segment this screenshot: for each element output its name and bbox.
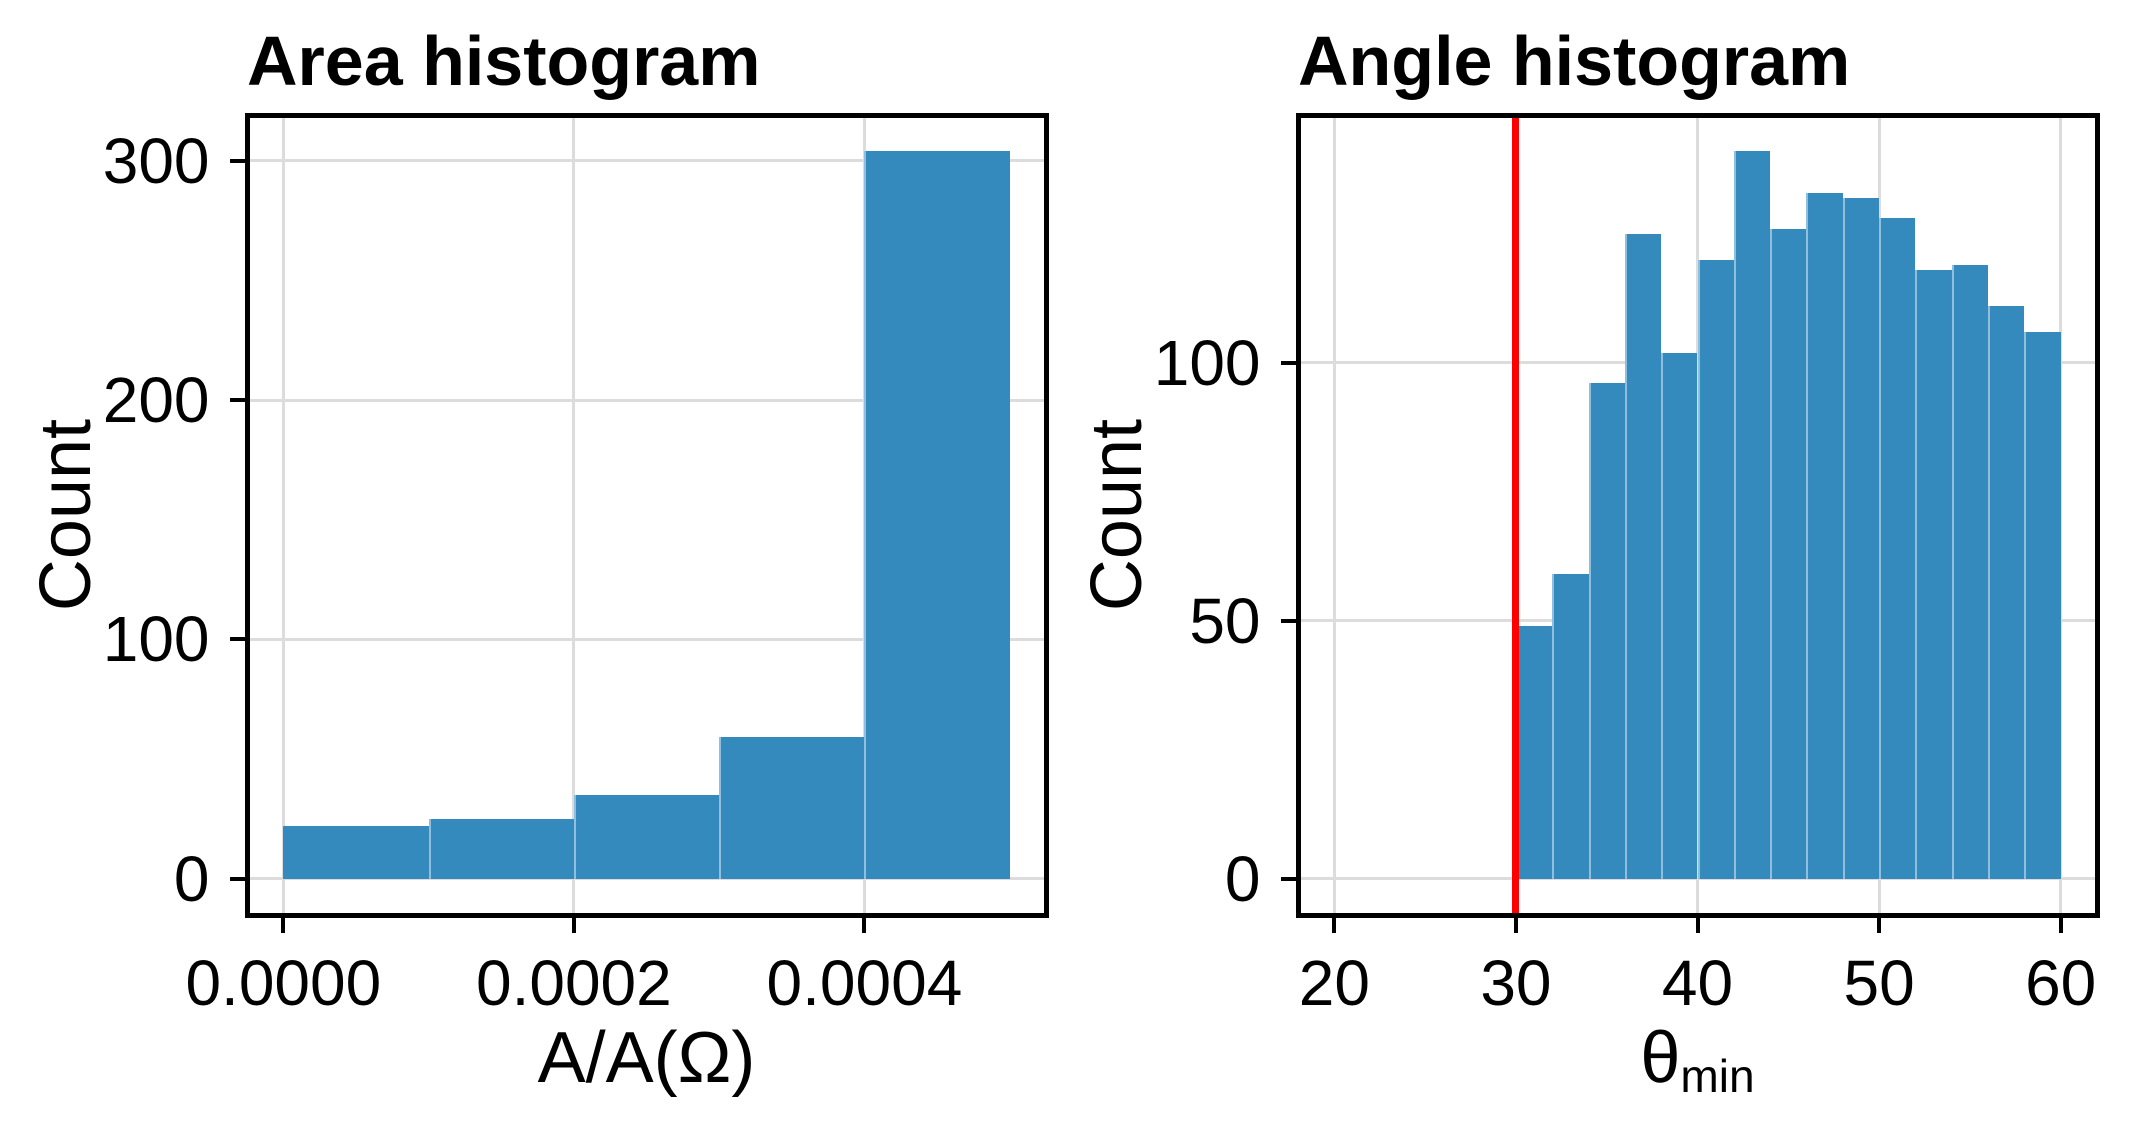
theta-symbol: θ bbox=[1640, 1018, 1681, 1098]
x-tick-label: 20 bbox=[1298, 946, 1370, 1019]
axis-spine-right bbox=[2094, 112, 2100, 918]
grid-line-vertical bbox=[2059, 115, 2063, 915]
x-tick-label: 0.0002 bbox=[475, 946, 672, 1019]
y-tick-label: 200 bbox=[102, 364, 210, 437]
x-tick-mark bbox=[862, 917, 867, 933]
y-tick-mark bbox=[229, 398, 245, 403]
histogram-bar bbox=[1661, 352, 1698, 879]
y-tick-label: 300 bbox=[102, 124, 210, 197]
histogram-bar bbox=[428, 818, 574, 879]
histogram-bar bbox=[573, 794, 720, 879]
grid-line-vertical bbox=[1332, 115, 1336, 915]
histogram-bar bbox=[1588, 383, 1625, 879]
histogram-bar bbox=[1770, 228, 1807, 879]
y-tick-label: 0 bbox=[1224, 842, 1261, 915]
histogram-bar bbox=[1697, 259, 1734, 879]
grid-line-horizontal bbox=[247, 877, 1046, 881]
angle-y-axis-label: Count bbox=[1077, 418, 1157, 612]
histogram-bar bbox=[283, 826, 429, 879]
angle-x-axis-label-subscript: min bbox=[1680, 1050, 1755, 1103]
grid-line-horizontal bbox=[247, 398, 1046, 402]
y-tick-mark bbox=[1280, 360, 1296, 365]
x-tick-mark bbox=[1332, 917, 1337, 933]
area-y-axis-label: Count bbox=[26, 418, 106, 612]
axis-spine-right bbox=[1043, 112, 1049, 918]
x-tick-mark bbox=[2058, 917, 2063, 933]
histogram-bar bbox=[1842, 197, 1880, 879]
axis-spine-bottom bbox=[1295, 912, 2100, 918]
histogram-bar bbox=[1515, 625, 1553, 879]
angle-x-axis-label: θmin bbox=[1298, 1022, 2097, 1099]
x-tick-label: 0.0000 bbox=[185, 946, 382, 1019]
x-tick-mark bbox=[1513, 917, 1518, 933]
x-tick-mark bbox=[1695, 917, 1700, 933]
x-tick-mark bbox=[1877, 917, 1882, 933]
axis-spine-bottom bbox=[244, 912, 1049, 918]
y-tick-mark bbox=[229, 637, 245, 642]
x-tick-label: 40 bbox=[1661, 946, 1734, 1019]
histogram-bar bbox=[1915, 269, 1952, 879]
area-x-axis-label-text: A/A(Ω) bbox=[537, 1018, 756, 1098]
y-tick-label: 50 bbox=[1189, 584, 1261, 657]
axis-spine-left bbox=[244, 112, 250, 918]
x-tick-mark bbox=[571, 917, 576, 933]
histogram-bar bbox=[1552, 574, 1589, 879]
grid-line-vertical bbox=[281, 115, 285, 915]
x-tick-mark bbox=[281, 917, 286, 933]
y-tick-label: 100 bbox=[1153, 326, 1261, 399]
grid-line-horizontal bbox=[247, 637, 1046, 641]
x-tick-label: 0.0004 bbox=[766, 946, 963, 1019]
area-x-axis-label: A/A(Ω) bbox=[247, 1022, 1046, 1099]
histogram-bar bbox=[1806, 192, 1843, 879]
histogram-bar bbox=[2024, 331, 2061, 879]
area-plot-title: Area histogram bbox=[247, 22, 761, 100]
histogram-bar bbox=[864, 151, 1010, 879]
y-tick-mark bbox=[1280, 876, 1296, 881]
axis-spine-left bbox=[1295, 112, 1301, 918]
histogram-bar bbox=[1624, 233, 1662, 879]
grid-line-horizontal bbox=[1298, 877, 2097, 881]
x-tick-label: 50 bbox=[1843, 946, 1915, 1019]
reference-line-red bbox=[1512, 115, 1520, 915]
x-tick-label: 60 bbox=[2025, 946, 2097, 1019]
axis-spine-top bbox=[244, 112, 1049, 118]
y-tick-label: 0 bbox=[173, 842, 210, 915]
y-tick-mark bbox=[229, 158, 245, 163]
histogram-bar bbox=[1988, 306, 2025, 879]
angle-plot-title: Angle histogram bbox=[1298, 22, 1851, 100]
histogram-bar bbox=[1951, 264, 1989, 879]
x-tick-label: 30 bbox=[1480, 946, 1552, 1019]
y-tick-mark bbox=[229, 876, 245, 881]
histogram-bar bbox=[1879, 218, 1916, 879]
histogram-bar bbox=[1733, 151, 1771, 879]
grid-line-horizontal bbox=[247, 159, 1046, 163]
y-tick-label: 100 bbox=[102, 603, 210, 676]
grid-line-vertical bbox=[572, 115, 576, 915]
histogram-bar bbox=[719, 737, 865, 879]
axis-spine-top bbox=[1295, 112, 2100, 118]
y-tick-mark bbox=[1280, 618, 1296, 623]
